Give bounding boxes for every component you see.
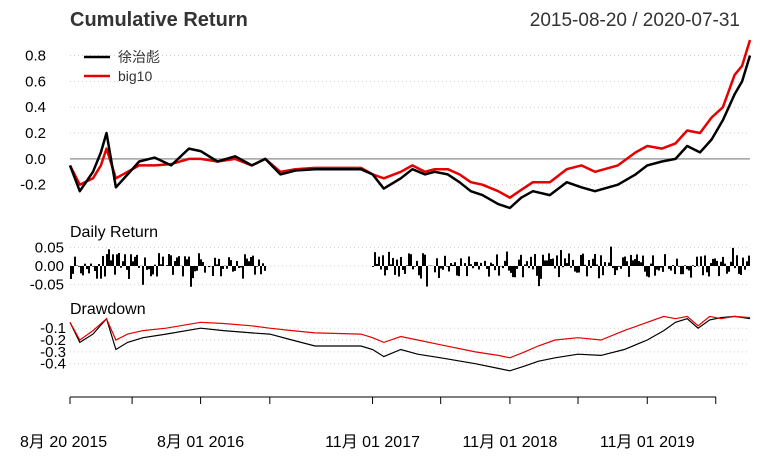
- cr-y-tick-label: 0.0: [25, 151, 46, 168]
- x-axis-tick-label: 11月 01 2017: [325, 434, 420, 451]
- cr-series-xzb-line: [68, 55, 752, 210]
- cr-y-tick-label: 0.4: [25, 99, 46, 116]
- dd-y-tick-label: -0.2: [40, 332, 66, 349]
- dd-y-tick-label: -0.1: [40, 320, 66, 337]
- plot-layer: 0.8 0.6 0.4 0.2 0.0 -0.2 徐治彪 big10 0.05 0.00 -0.05…: [20, 39, 752, 451]
- x-axis-tick-label: 11月 01 2019: [600, 434, 695, 451]
- dr-y-tick-label: 0.00: [35, 258, 64, 275]
- legend-label-0: 徐治彪: [118, 49, 160, 65]
- dd-series-big10-line: [69, 315, 751, 359]
- dd-series-xzb-line: [69, 315, 751, 372]
- x-axis-tick-label: 8月 01 2016: [157, 434, 244, 451]
- cr-y-tick-label: 0.2: [25, 125, 46, 142]
- dr-y-tick-label: -0.05: [30, 277, 64, 294]
- cr-series-big10-line: [68, 39, 752, 199]
- cr-y-tick-label: -0.2: [20, 177, 46, 194]
- cr-y-tick-label: 0.6: [25, 73, 46, 90]
- dr-bars: [70, 246, 750, 287]
- legend-label-1: big10: [118, 68, 152, 84]
- drawdown-label: Drawdown: [70, 301, 146, 318]
- dd-y-tick-label: -0.4: [40, 356, 66, 373]
- cr-y-tick-label: 0.8: [25, 48, 46, 65]
- x-axis-tick-label: 11月 01 2018: [462, 434, 557, 451]
- daily-return-label: Daily Return: [70, 224, 158, 241]
- x-axis-tick-label: 8月 20 2015: [20, 434, 107, 451]
- dr-y-tick-label: 0.05: [35, 239, 64, 256]
- dd-y-tick-label: -0.3: [40, 344, 66, 361]
- chart-title: Cumulative Return: [70, 9, 248, 31]
- date-range: 2015-08-20 / 2020-07-31: [530, 10, 740, 31]
